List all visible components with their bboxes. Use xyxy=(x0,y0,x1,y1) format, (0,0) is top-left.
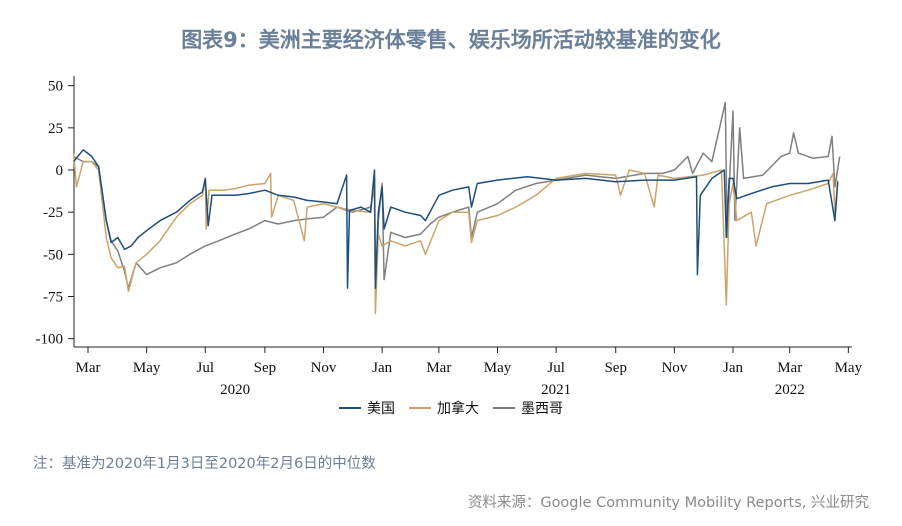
x-tick-label: May xyxy=(484,360,512,376)
legend-label: 加拿大 xyxy=(437,401,479,417)
x-tick-label: Jan xyxy=(723,360,743,376)
x-tick-label: Mar xyxy=(426,360,451,376)
legend-item-canada: 加拿大 xyxy=(409,398,479,418)
x-year-label: 2021 xyxy=(541,382,571,398)
source-note: 资料来源：Google Community Mobility Reports, … xyxy=(467,495,869,511)
x-tick-label: Sep xyxy=(254,360,277,376)
legend-swatch xyxy=(493,407,515,409)
x-tick-label: Jan xyxy=(372,360,392,376)
x-tick-label: May xyxy=(133,360,161,376)
legend-label: 墨西哥 xyxy=(521,401,563,417)
legend-swatch xyxy=(339,407,361,409)
x-tick-label: Nov xyxy=(311,360,337,376)
series-lines xyxy=(72,101,841,315)
x-year-label: 2020 xyxy=(220,382,250,398)
legend-swatch xyxy=(409,407,431,409)
y-tick-label: -100 xyxy=(36,332,64,348)
x-tick-label: Mar xyxy=(777,360,802,376)
y-tick-label: -50 xyxy=(43,247,63,263)
x-tick-label: Nov xyxy=(661,360,687,376)
legend: 美国 加拿大 墨西哥 xyxy=(0,398,902,418)
y-tick-label: 0 xyxy=(56,163,64,179)
y-tick-label: 25 xyxy=(48,121,63,137)
x-tick-label: Sep xyxy=(604,360,627,376)
series-line-加拿大 xyxy=(72,153,839,315)
chart-title: 图表9：美洲主要经济体零售、娱乐场所活动较基准的变化 xyxy=(181,28,721,52)
legend-item-us: 美国 xyxy=(339,398,395,418)
series-line-墨西哥 xyxy=(73,101,841,298)
x-tick-label: Jul xyxy=(547,360,565,376)
legend-item-mexico: 墨西哥 xyxy=(493,398,563,418)
footnote: 注：基准为2020年1月3日至2020年2月6日的中位数 xyxy=(33,456,376,472)
y-tick-label: 50 xyxy=(48,79,63,95)
x-year-label: 2022 xyxy=(775,382,805,398)
x-tick-label: Jul xyxy=(197,360,215,376)
series-line-美国 xyxy=(73,149,839,289)
x-tick-label: May xyxy=(835,360,863,376)
x-tick-label: Mar xyxy=(76,360,101,376)
y-tick-label: -75 xyxy=(43,290,63,306)
y-tick-label: -25 xyxy=(43,205,63,221)
legend-label: 美国 xyxy=(367,401,395,417)
axes: 50 25 0 -25 -50 -75 -100 Mar May Jul Sep Nov Jan Mar M… xyxy=(36,76,863,398)
